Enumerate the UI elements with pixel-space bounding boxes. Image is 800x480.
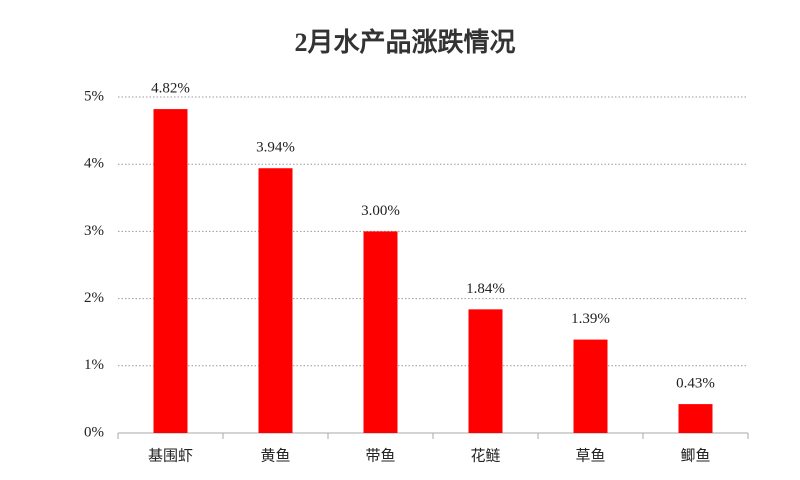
y-tick-label: 2% — [84, 290, 104, 306]
y-tick-label: 3% — [84, 223, 104, 239]
value-label: 1.39% — [571, 311, 610, 327]
y-tick-label: 1% — [84, 357, 104, 373]
x-tick-label: 花鲢 — [470, 447, 500, 464]
value-label: 3.00% — [361, 203, 400, 219]
x-tick-label: 草鱼 — [575, 446, 605, 464]
y-tick-label: 5% — [84, 88, 104, 104]
value-label: 4.82% — [151, 81, 190, 97]
x-tick-label: 带鱼 — [365, 446, 395, 464]
x-tick-label: 基围虾 — [148, 447, 193, 464]
value-label: 3.94% — [256, 140, 295, 156]
bar — [678, 404, 713, 433]
y-tick-label: 4% — [84, 156, 104, 172]
bar — [258, 168, 293, 433]
value-label: 1.84% — [466, 281, 505, 297]
x-tick-label: 黄鱼 — [260, 446, 290, 464]
x-tick-label: 鲫鱼 — [680, 446, 710, 464]
y-tick-label: 0% — [84, 424, 104, 440]
chart-title: 2月水产品涨跌情况 — [294, 28, 515, 57]
value-label: 0.43% — [676, 376, 715, 392]
bar — [153, 109, 188, 433]
bar — [468, 309, 503, 433]
bar — [363, 231, 398, 433]
bar — [573, 339, 608, 433]
